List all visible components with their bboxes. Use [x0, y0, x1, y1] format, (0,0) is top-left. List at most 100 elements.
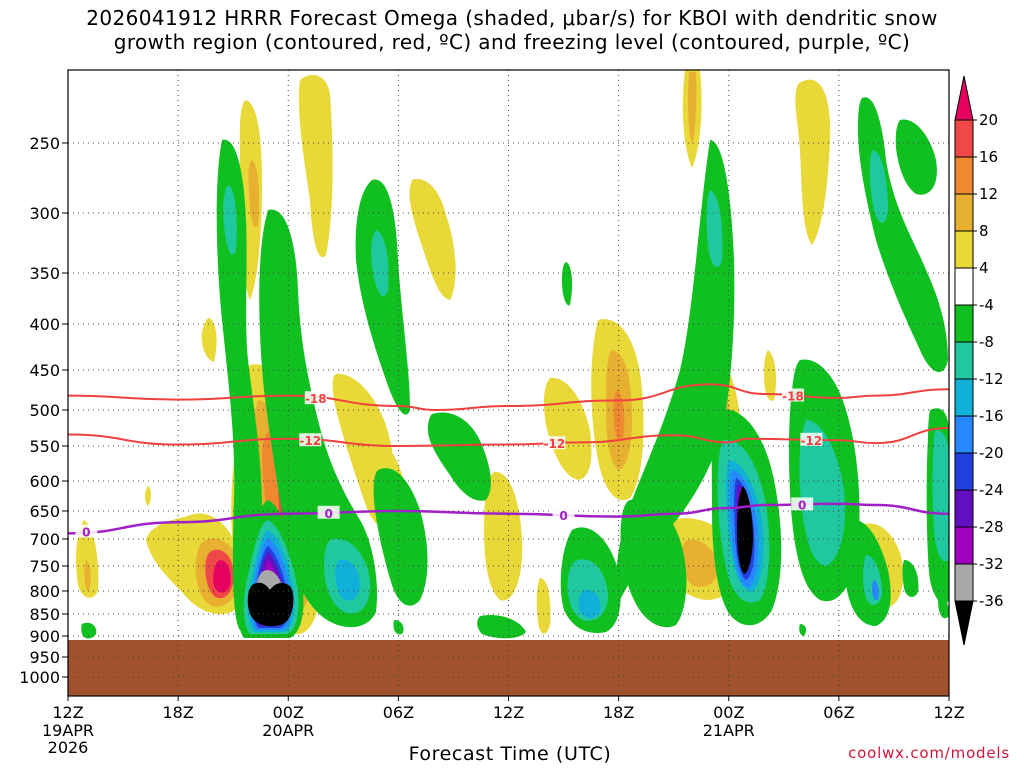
omega-negative-area [355, 179, 410, 415]
freezing-level-contour-label-bg [552, 508, 575, 522]
omega-negative-area [259, 209, 378, 628]
y-tick-label: 400 [29, 315, 60, 334]
omega-positive-area [201, 318, 217, 362]
colorbar-label: -24 [979, 481, 1004, 499]
colorbar-label: 20 [979, 111, 998, 129]
y-tick-label: 950 [29, 648, 60, 667]
omega-negative-area [895, 119, 937, 195]
omega-positive-area [688, 72, 697, 145]
y-tick-label: 300 [29, 204, 60, 223]
y-tick-label: 900 [29, 627, 60, 646]
grid [68, 70, 949, 696]
omega-negative-area [477, 614, 526, 639]
dgz-minus12-contour-label: -12 [801, 434, 823, 448]
y-axis: 250 300 350 400 450 500 550 600 650 700 750 800 850 9… [19, 134, 68, 687]
omega-positive-area [298, 75, 333, 258]
freezing-level-contour-label: 0 [798, 498, 806, 512]
omega-negative-area [578, 589, 601, 618]
x-tick-label: 18Z [603, 703, 634, 722]
colorbar-label: -16 [979, 407, 1004, 425]
omega-negative-area [562, 262, 573, 306]
freezing-level-contour-label-bg [791, 497, 814, 511]
colorbar-swatch [954, 304, 974, 343]
colorbar-label: -20 [979, 444, 1004, 462]
colorbar-swatch [954, 119, 974, 158]
colorbar-swatch [954, 230, 974, 269]
colorbar-swatch [954, 563, 974, 602]
colorbar-swatch [954, 267, 974, 306]
x-tick-label: 12Z [52, 703, 83, 722]
x-date-label: 20APR [262, 721, 314, 740]
freezing-level-contour-label-bg [317, 505, 340, 519]
omega-negative-area [216, 139, 262, 631]
omega-negative-area [938, 598, 949, 619]
y-tick-label: 600 [29, 472, 60, 491]
freezing-level-contour-label: 0 [559, 509, 567, 523]
colorbar-label: 8 [979, 222, 989, 240]
y-tick-label: 700 [29, 530, 60, 549]
colorbar-swatch [954, 378, 974, 417]
colorbar-swatch [954, 193, 974, 232]
dgz-minus12-contour-label-bg [543, 436, 566, 450]
omega-positive-area [484, 471, 523, 601]
omega-negative-area [799, 420, 846, 566]
omega-negative-area [371, 230, 389, 297]
colorbar-swatch [954, 75, 974, 121]
omega-negative-area [234, 490, 239, 500]
y-tick-label: 450 [29, 361, 60, 380]
dgz-minus12-contour-label: -12 [299, 434, 321, 448]
colorbar-label: -12 [979, 370, 1004, 388]
colorbar-swatch [954, 600, 974, 646]
x-axis: 12Z 18Z 00Z 06Z 12Z 18Z 00Z 06Z 12Z19APR202620AP… [42, 696, 965, 757]
freezing-level-contour-label: 0 [324, 507, 332, 521]
omega-positive-area [213, 560, 231, 593]
colorbar-swatch [954, 526, 974, 565]
dgz-minus12-contour-line [68, 427, 949, 448]
x-tick-label: 12Z [933, 703, 964, 722]
omega-negative-area [81, 622, 97, 639]
omega-shading [76, 70, 949, 639]
colorbar-label: 4 [979, 259, 989, 277]
omega-negative-area [616, 140, 735, 600]
colorbar-label: -8 [979, 333, 994, 351]
omega-negative-area [869, 150, 888, 223]
omega-negative-area [223, 185, 237, 255]
x-tick-label: 06Z [823, 703, 854, 722]
colorbar-label: 12 [979, 185, 998, 203]
x-tick-label: 00Z [273, 703, 304, 722]
omega-positive-area [248, 160, 260, 227]
dgz-minus12-contour-label: -12 [544, 437, 566, 451]
y-tick-label: 250 [29, 134, 60, 153]
omega-positive-area [764, 350, 776, 401]
source-credit: coolwx.com/models [848, 744, 1010, 762]
y-tick-label: 750 [29, 557, 60, 576]
omega-negative-area [902, 560, 919, 597]
y-tick-label: 650 [29, 502, 60, 521]
omega-negative-area [872, 580, 879, 601]
x-date-label: 21APR [703, 721, 755, 740]
omega-negative-area [620, 499, 687, 628]
x-date-label: 19APR [42, 721, 94, 740]
chart-title-line-2: growth region (contoured, red, ºC) and f… [113, 30, 911, 54]
x-tick-label: 12Z [493, 703, 524, 722]
omega-negative-area [247, 582, 294, 627]
y-tick-label: 550 [29, 437, 60, 456]
omega-negative-area [706, 190, 723, 268]
colorbar-swatch [954, 156, 974, 195]
y-tick-label: 350 [29, 264, 60, 283]
freezing-level-contour-line [68, 502, 949, 535]
dgz-minus18-contour-label: -18 [305, 392, 327, 406]
dgz-minus18-contour-label-bg [304, 391, 327, 405]
dgz-minus18-contour-line [68, 383, 949, 412]
colorbar-label: -4 [979, 296, 994, 314]
colorbar-label: 16 [979, 148, 998, 166]
dgz-minus18-contour-label: -18 [782, 390, 804, 404]
omega-negative-area [799, 624, 807, 636]
y-tick-label: 800 [29, 582, 60, 601]
colorbar-label: -28 [979, 518, 1004, 536]
x-date-label: 2026 [48, 738, 89, 757]
colorbar-swatch [954, 489, 974, 528]
colorbar-swatch [954, 415, 974, 454]
colorbar-label: -32 [979, 555, 1004, 573]
